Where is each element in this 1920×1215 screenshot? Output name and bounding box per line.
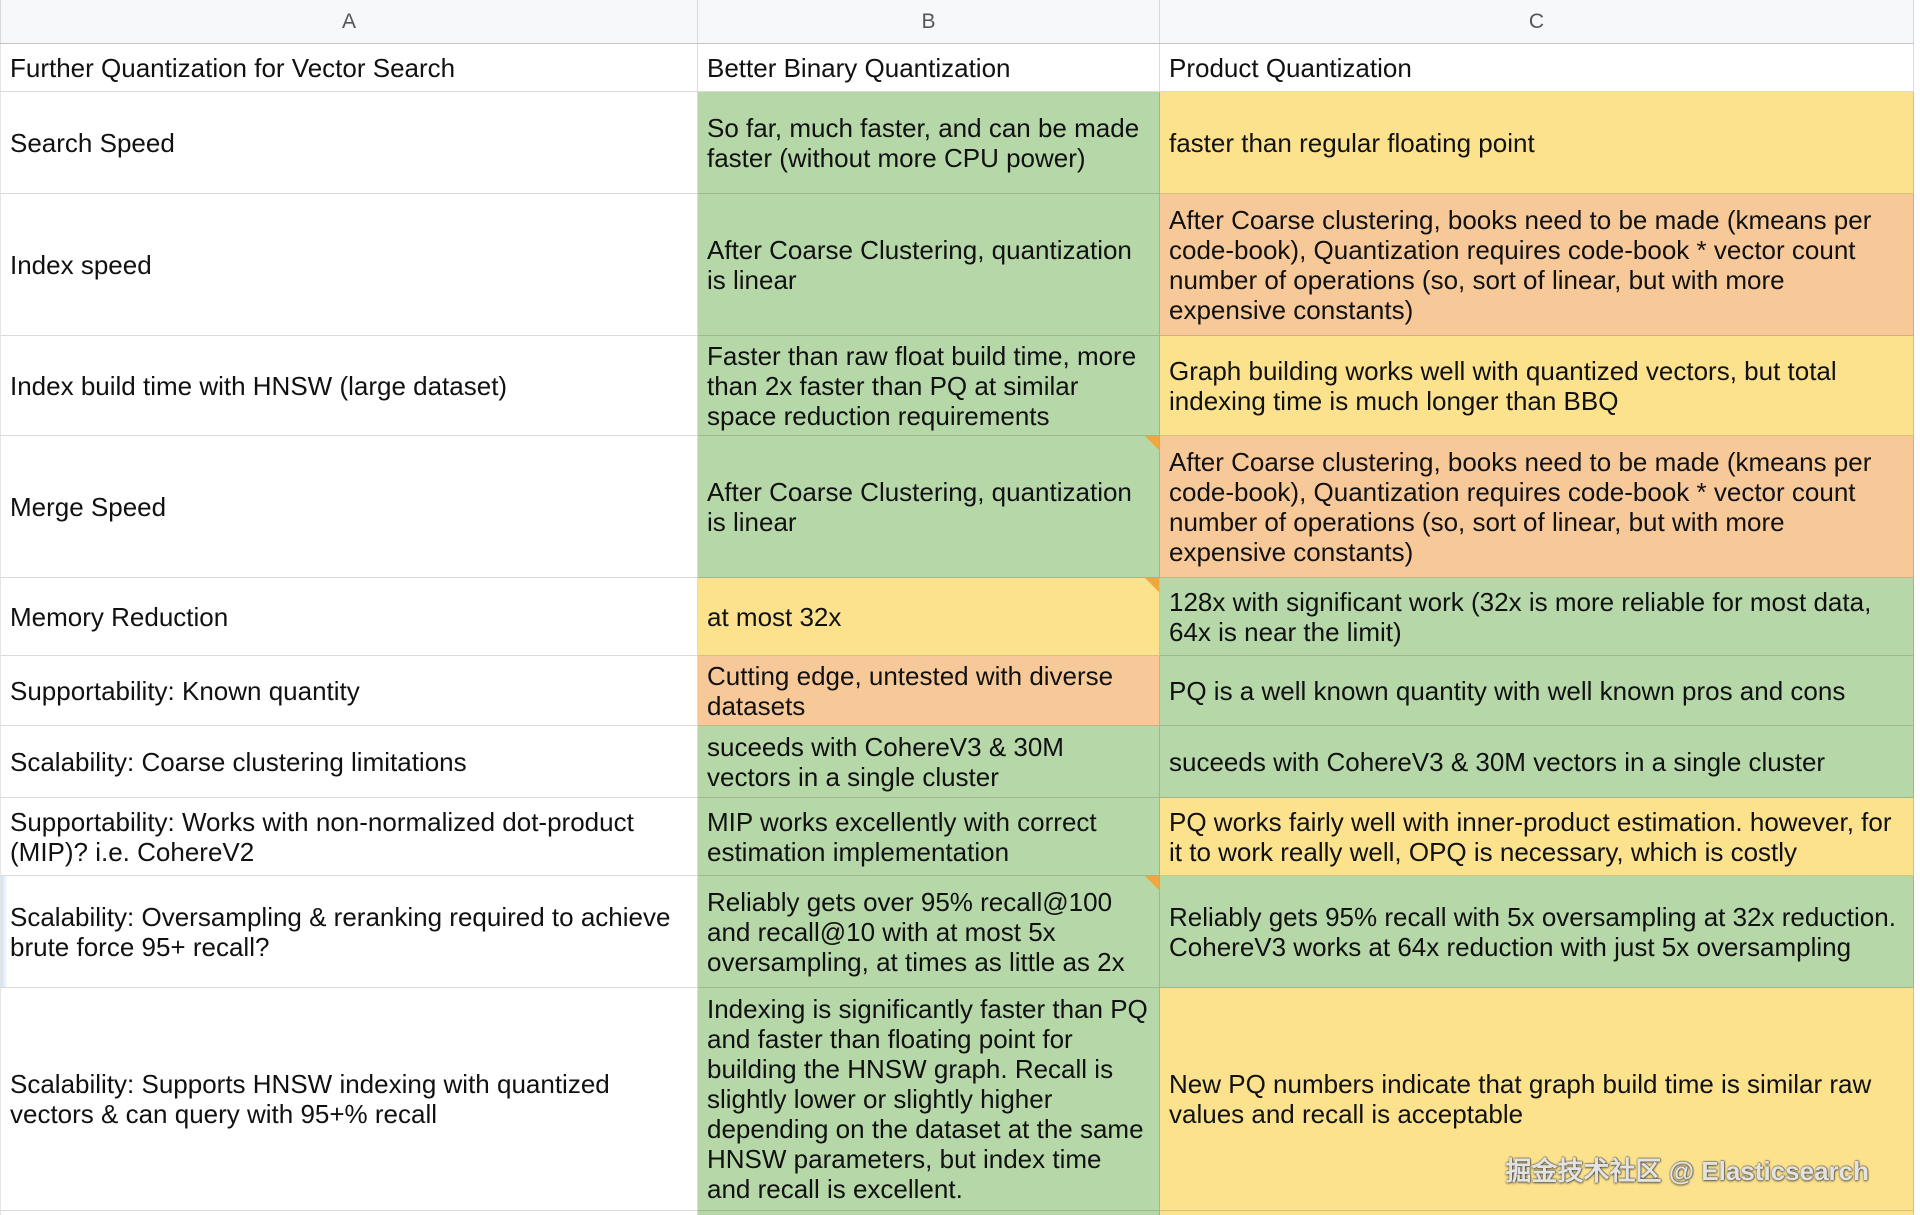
comment-marker-icon: [1145, 578, 1159, 592]
cell-c11[interactable]: New PQ numbers indicate that graph build…: [1160, 988, 1914, 1211]
table-row: Scalability: Oversampling & reranking re…: [0, 876, 1914, 988]
cell-c8[interactable]: suceeds with CohereV3 & 30M vectors in a…: [1160, 726, 1914, 798]
cell-c9[interactable]: PQ works fairly well with inner-product …: [1160, 798, 1914, 876]
cell-text: After Coarse clustering, books need to b…: [1169, 204, 1872, 325]
cell-text: Merge Speed: [10, 491, 167, 522]
cell-text: suceeds with CohereV3 & 30M vectors in a…: [707, 731, 1064, 792]
cell-b11[interactable]: Indexing is significantly faster than PQ…: [698, 988, 1160, 1211]
selection-edge: [1, 876, 8, 987]
cell-c5[interactable]: After Coarse clustering, books need to b…: [1160, 436, 1914, 578]
cell-text: Scalability: Coarse clustering limitatio…: [10, 746, 467, 777]
cell-text: Further Quantization for Vector Search: [10, 52, 456, 83]
cell-text: PQ is a well known quantity with well kn…: [1169, 675, 1846, 706]
cell-text: After Coarse Clustering, quantization is…: [707, 476, 1132, 537]
cell-text: Memory Reduction: [10, 601, 229, 632]
comment-marker-icon: [1145, 876, 1159, 890]
cell-text: MIP works excellently with correct estim…: [707, 806, 1097, 867]
cell-text: Reliably gets 95% recall with 5x oversam…: [1169, 901, 1896, 962]
table-row: Further Quantization for Vector Search B…: [0, 44, 1914, 92]
cell-text: Cutting edge, untested with diverse data…: [707, 660, 1114, 721]
column-header-b[interactable]: B: [698, 0, 1160, 43]
column-header-c[interactable]: C: [1160, 0, 1914, 43]
cell-text: Indexing is significantly faster than PQ…: [707, 994, 1148, 1204]
cell-a5[interactable]: Merge Speed: [0, 436, 698, 578]
cell-a2[interactable]: Search Speed: [0, 92, 698, 194]
cell-text: at most 32x: [707, 601, 842, 632]
cell-text: Scalability: Supports HNSW indexing with…: [10, 1069, 610, 1129]
cell-text: Search Speed: [10, 127, 175, 158]
cell-text: After Coarse Clustering, quantization is…: [707, 234, 1132, 295]
table-row: Supportability: Works with non-normalize…: [0, 798, 1914, 876]
cell-text: New PQ numbers indicate that graph build…: [1169, 1069, 1872, 1129]
cell-text: Better Binary Quantization: [707, 52, 1011, 83]
cell-c7[interactable]: PQ is a well known quantity with well kn…: [1160, 656, 1914, 726]
cell-b2[interactable]: So far, much faster, and can be made fas…: [698, 92, 1160, 194]
cell-b10[interactable]: Reliably gets over 95% recall@100 and re…: [698, 876, 1160, 988]
cell-text: So far, much faster, and can be made fas…: [707, 112, 1140, 173]
column-header-a[interactable]: A: [0, 0, 698, 43]
cell-a7[interactable]: Supportability: Known quantity: [0, 656, 698, 726]
next-row-sliver-c: [1160, 1211, 1914, 1215]
cell-b3[interactable]: After Coarse Clustering, quantization is…: [698, 194, 1160, 336]
cell-text: faster than regular floating point: [1169, 127, 1535, 158]
table-row: Memory Reduction at most 32x 128x with s…: [0, 578, 1914, 656]
cell-a4[interactable]: Index build time with HNSW (large datase…: [0, 336, 698, 436]
cell-c2[interactable]: faster than regular floating point: [1160, 92, 1914, 194]
cell-text: suceeds with CohereV3 & 30M vectors in a…: [1169, 746, 1826, 777]
cell-text: Graph building works well with quantized…: [1169, 355, 1837, 416]
cell-c1[interactable]: Product Quantization: [1160, 44, 1914, 92]
cell-b6[interactable]: at most 32x: [698, 578, 1160, 656]
cell-text: 128x with significant work (32x is more …: [1169, 586, 1872, 647]
cell-text: Product Quantization: [1169, 52, 1412, 83]
cell-b7[interactable]: Cutting edge, untested with diverse data…: [698, 656, 1160, 726]
cell-text: Supportability: Works with non-normalize…: [10, 806, 634, 867]
cell-text: Reliably gets over 95% recall@100 and re…: [707, 886, 1125, 977]
next-row-sliver-b: [698, 1211, 1160, 1215]
table-row: Supportability: Known quantity Cutting e…: [0, 656, 1914, 726]
cell-a6[interactable]: Memory Reduction: [0, 578, 698, 656]
cell-text: Faster than raw float build time, more t…: [707, 340, 1137, 431]
cell-text: Index speed: [10, 249, 152, 280]
cell-text: Scalability: Oversampling & reranking re…: [10, 901, 671, 962]
next-row-sliver: [0, 1211, 1914, 1215]
table-row: Scalability: Coarse clustering limitatio…: [0, 726, 1914, 798]
comment-marker-icon: [1145, 436, 1159, 450]
table-row: Index build time with HNSW (large datase…: [0, 336, 1914, 436]
cell-text: After Coarse clustering, books need to b…: [1169, 446, 1872, 567]
cell-c3[interactable]: After Coarse clustering, books need to b…: [1160, 194, 1914, 336]
table-row: Scalability: Supports HNSW indexing with…: [0, 988, 1914, 1211]
cell-b4[interactable]: Faster than raw float build time, more t…: [698, 336, 1160, 436]
cell-c4[interactable]: Graph building works well with quantized…: [1160, 336, 1914, 436]
cell-a8[interactable]: Scalability: Coarse clustering limitatio…: [0, 726, 698, 798]
cell-b5[interactable]: After Coarse Clustering, quantization is…: [698, 436, 1160, 578]
cell-text: Supportability: Known quantity: [10, 675, 360, 706]
cell-text: Index build time with HNSW (large datase…: [10, 370, 508, 401]
cell-a10[interactable]: Scalability: Oversampling & reranking re…: [0, 876, 698, 988]
cell-b8[interactable]: suceeds with CohereV3 & 30M vectors in a…: [698, 726, 1160, 798]
cell-b9[interactable]: MIP works excellently with correct estim…: [698, 798, 1160, 876]
cell-c10[interactable]: Reliably gets 95% recall with 5x oversam…: [1160, 876, 1914, 988]
cell-text: PQ works fairly well with inner-product …: [1169, 806, 1892, 867]
cell-a11[interactable]: Scalability: Supports HNSW indexing with…: [0, 988, 698, 1211]
table-row: Index speed After Coarse Clustering, qua…: [0, 194, 1914, 336]
cell-c6[interactable]: 128x with significant work (32x is more …: [1160, 578, 1914, 656]
cell-a3[interactable]: Index speed: [0, 194, 698, 336]
table-row: Merge Speed After Coarse Clustering, qua…: [0, 436, 1914, 578]
column-header-strip: A B C: [0, 0, 1914, 44]
cell-a1[interactable]: Further Quantization for Vector Search: [0, 44, 698, 92]
next-row-sliver-a: [0, 1211, 698, 1215]
watermark: 掘金技术社区 @ Elasticsearch: [1505, 1156, 1869, 1186]
cell-b1[interactable]: Better Binary Quantization: [698, 44, 1160, 92]
cell-a9[interactable]: Supportability: Works with non-normalize…: [0, 798, 698, 876]
table-row: Search Speed So far, much faster, and ca…: [0, 92, 1914, 194]
